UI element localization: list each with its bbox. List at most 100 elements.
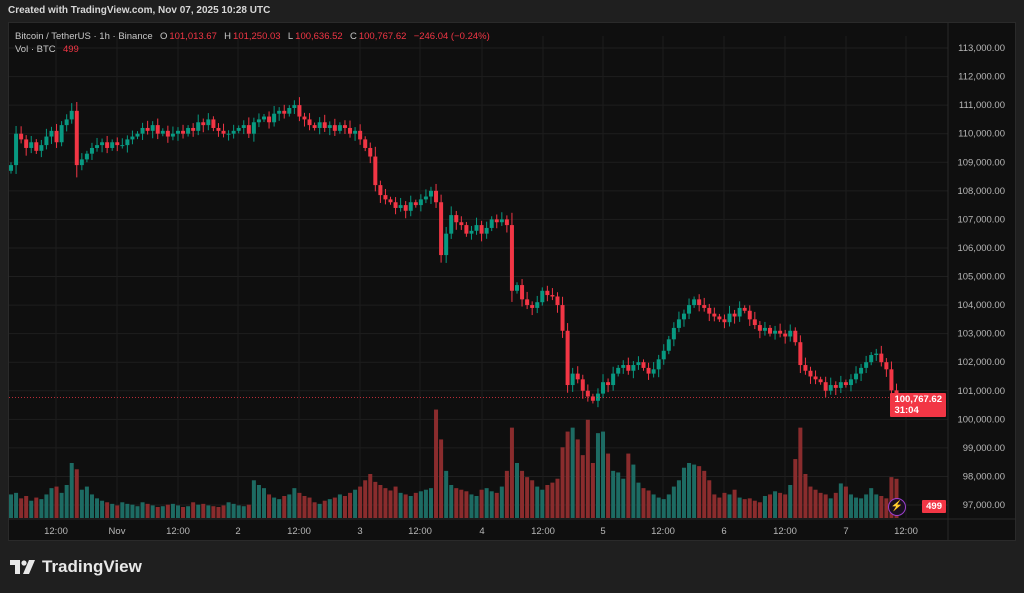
candle-body (793, 330, 798, 343)
volume-bar (292, 488, 297, 518)
volume-bar (317, 503, 322, 518)
candle-body (646, 367, 651, 374)
volume-bar (408, 496, 413, 518)
volume-bar (560, 447, 565, 518)
volume-bar (833, 492, 838, 518)
candle-body (565, 330, 570, 386)
volume-bar (793, 459, 798, 518)
volume-bar (241, 506, 246, 518)
candle-body (484, 227, 489, 234)
volume-bar (676, 480, 681, 518)
candle-body (621, 365, 626, 368)
volume-bar (570, 427, 575, 518)
caption: Created with TradingView.com, Nov 07, 20… (8, 5, 271, 16)
tradingview-logo[interactable]: TradingView (10, 557, 142, 577)
candle-body (545, 290, 550, 296)
volume-bar (160, 506, 165, 518)
volume-bar (120, 502, 125, 518)
volume-bar (39, 499, 44, 518)
candle-body (444, 233, 449, 256)
volume-bar (499, 486, 504, 518)
candle-body (312, 125, 317, 128)
candle-body (626, 365, 631, 371)
volume-bar (788, 485, 793, 518)
volume-bar (606, 453, 611, 518)
volume-bar (206, 505, 211, 518)
volume-bar (398, 492, 403, 518)
candle-body (687, 305, 692, 314)
x-tick-label: 5 (600, 526, 605, 537)
volume-bar (439, 439, 444, 518)
tradingview-logo-icon (10, 560, 35, 574)
candle-body (494, 219, 499, 223)
candle-body (155, 125, 160, 134)
volume-bar (489, 491, 494, 518)
candle-body (74, 110, 79, 166)
y-tick-label: 108,000.00 (957, 186, 1005, 197)
legend-volume-label[interactable]: Vol · BTC (15, 44, 56, 55)
volume-bar (64, 485, 69, 518)
candle-body (530, 305, 535, 308)
volume-bar (423, 489, 428, 518)
candle-body (439, 202, 444, 256)
candle-body (884, 362, 889, 370)
candle-body (651, 369, 656, 374)
volume-bar (783, 494, 788, 518)
volume-bar (616, 472, 621, 518)
volume-bar (348, 492, 353, 518)
y-tick-label: 101,000.00 (957, 386, 1005, 397)
candle-body (413, 202, 418, 206)
volume-bar (611, 470, 616, 518)
volume-bar (444, 470, 449, 518)
volume-bar (69, 463, 74, 518)
candle-body (24, 139, 29, 148)
candle-body (681, 313, 686, 320)
x-tick-label: 12:00 (651, 526, 675, 537)
legend-close: 100,767.62 (358, 31, 407, 42)
candle-body (611, 373, 616, 386)
candle-body (236, 127, 241, 131)
volume-bar (469, 494, 474, 518)
candle-body (206, 119, 211, 126)
candle-body (464, 225, 469, 234)
y-tick-label: 109,000.00 (957, 157, 1005, 168)
candle-body (499, 219, 504, 223)
candle-body (854, 373, 859, 380)
candle-body (717, 316, 722, 320)
candle-body (120, 145, 125, 147)
candle-body (676, 319, 681, 328)
volume-bar (186, 506, 191, 518)
candle-body (388, 199, 393, 203)
candle-body (373, 156, 378, 186)
volume-bar (140, 502, 145, 518)
legend-high: 101,250.03 (233, 31, 281, 42)
volume-bar (727, 494, 732, 518)
volume-bar (413, 492, 418, 518)
x-tick-label: 6 (721, 526, 726, 537)
candle-body (170, 133, 175, 137)
x-tick-label: 2 (235, 526, 240, 537)
candle-body (818, 379, 823, 383)
volume-bar (181, 507, 186, 518)
candle-body (479, 225, 484, 234)
legend-symbol[interactable]: Bitcoin / TetherUS · 1h · Binance (15, 31, 153, 42)
volume-bar (74, 469, 79, 518)
y-tick-label: 112,000.00 (958, 72, 1005, 83)
volume-bar (231, 503, 236, 518)
candle-body (838, 382, 843, 388)
volume-bar (773, 491, 778, 518)
candle-body (378, 185, 383, 196)
candle-body (747, 310, 752, 320)
volume-bar (565, 431, 570, 518)
candle-body (697, 299, 702, 306)
lightning-icon[interactable]: ⚡ (888, 498, 906, 516)
candle-body (302, 116, 307, 120)
candle-body (216, 127, 221, 131)
volume-bar (813, 489, 818, 518)
candle-body (110, 142, 115, 148)
candle-body (808, 370, 813, 377)
candle-body (550, 295, 555, 297)
volume-bar (418, 491, 423, 518)
y-tick-label: 98,000.00 (963, 471, 1005, 482)
